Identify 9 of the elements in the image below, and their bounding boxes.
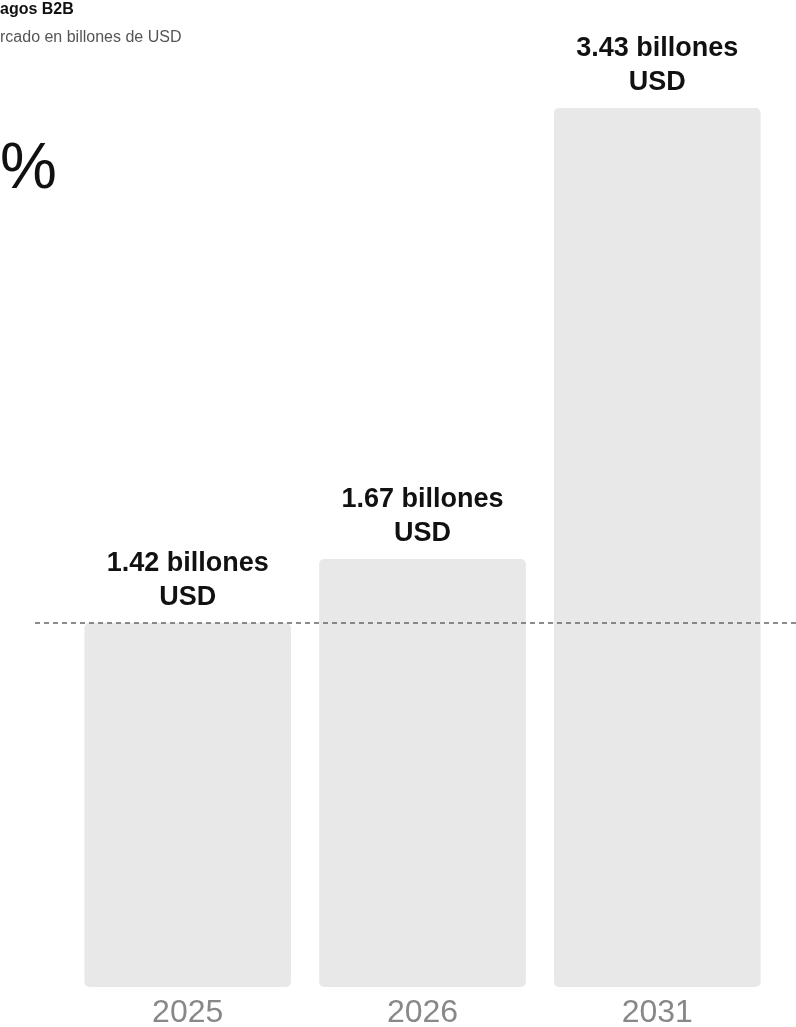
data-label: 1.67 billones USD xyxy=(341,483,504,548)
x-tick-label: 2025 xyxy=(152,993,224,1027)
x-tick-label: 2031 xyxy=(621,993,693,1027)
x-tick-label: 2026 xyxy=(386,993,459,1027)
chart-subtitle: rcado en billones de USD xyxy=(0,28,182,45)
data-label: 3.43 billones USD xyxy=(576,32,739,96)
annotation: % xyxy=(0,130,57,202)
chart-title: agos B2B xyxy=(0,0,74,17)
data-label: 1.42 billones USD xyxy=(106,547,269,612)
